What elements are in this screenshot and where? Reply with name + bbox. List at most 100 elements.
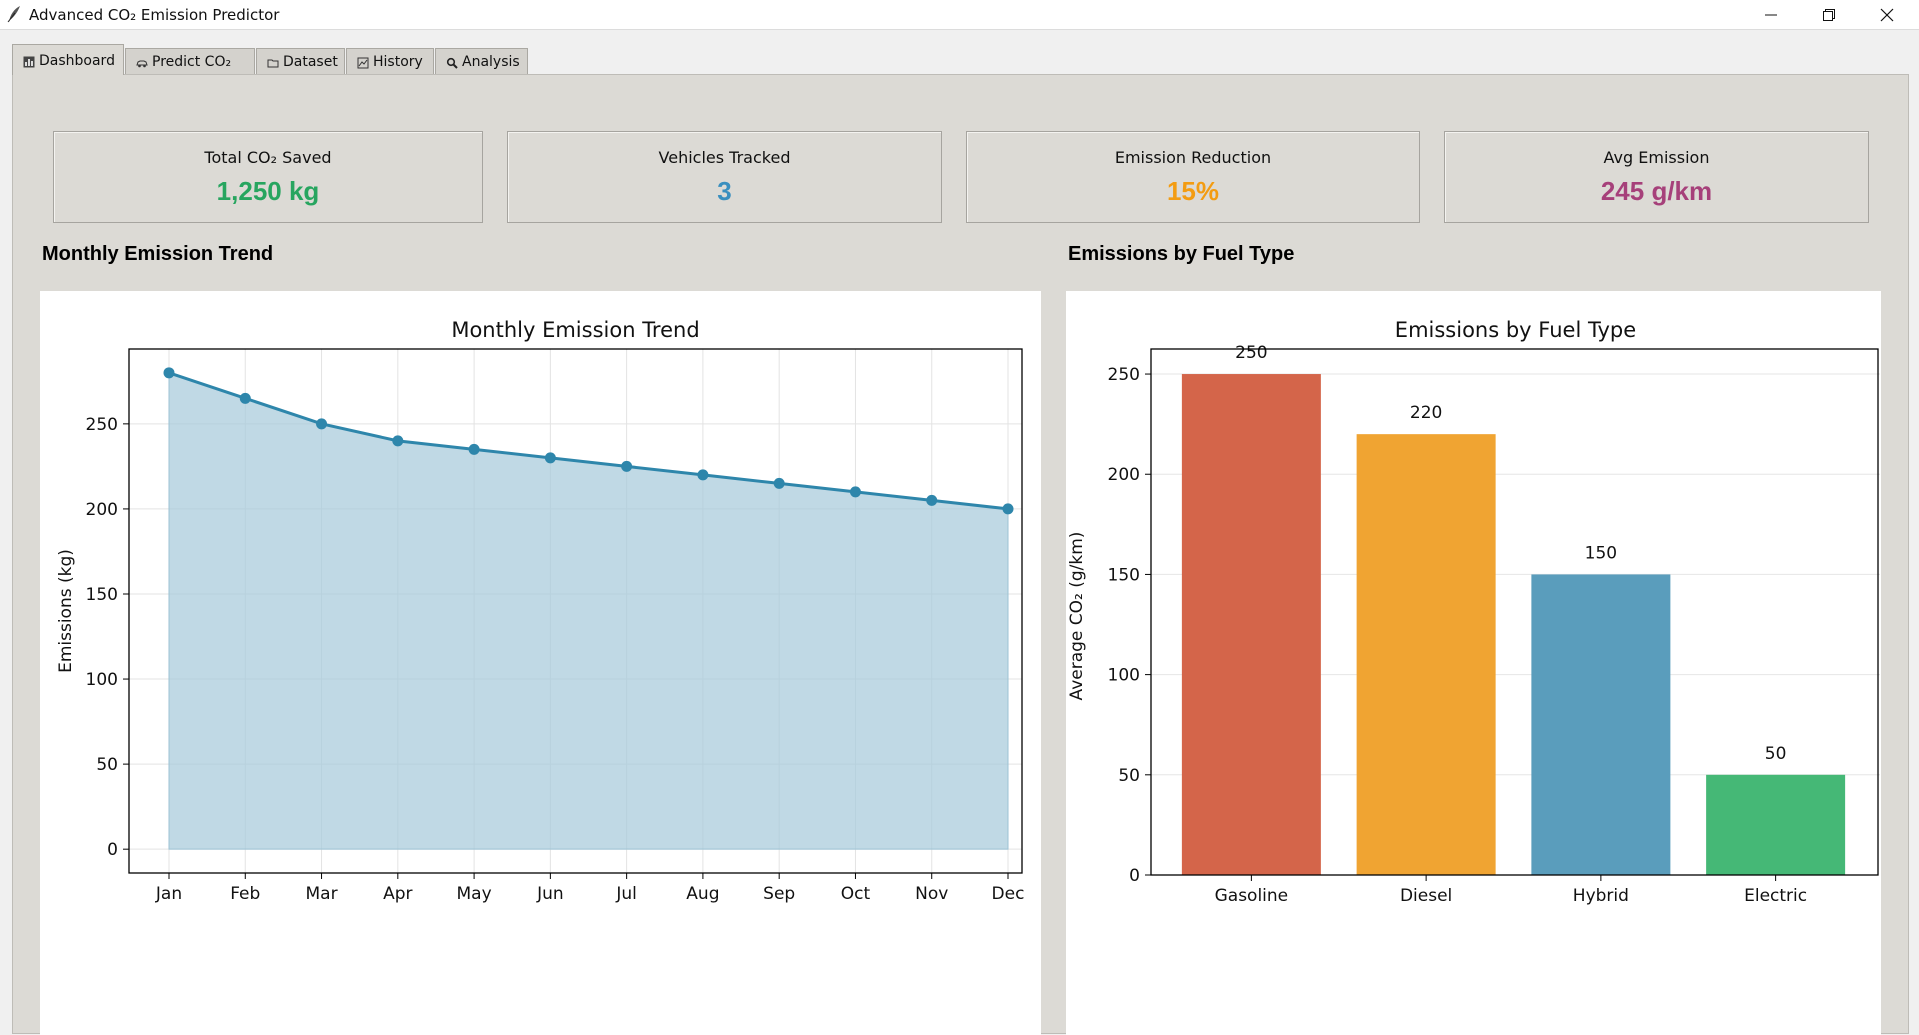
tab-dataset[interactable]: Dataset [256, 48, 345, 74]
kpi-label: Total CO₂ Saved [204, 148, 332, 167]
data-point-mar [316, 418, 328, 430]
tab-dataset-label: Dataset [283, 54, 338, 70]
data-point-nov [926, 494, 938, 506]
bar-diesel [1356, 434, 1496, 875]
y-tick-label: 0 [1129, 866, 1140, 886]
data-label-diesel: 220 [1410, 403, 1442, 423]
close-button[interactable] [1859, 0, 1915, 29]
dashboard-icon [23, 56, 35, 68]
data-point-apr [392, 435, 404, 447]
minimize-button[interactable] [1743, 0, 1799, 29]
title-bar: Advanced CO₂ Emission Predictor [0, 0, 1919, 30]
y-tick-label: 150 [1108, 565, 1140, 585]
kpi-value: 1,250 kg [216, 176, 320, 206]
x-tick-label: Sep [763, 884, 795, 904]
x-tick-label: Electric [1744, 886, 1807, 906]
data-label-gasoline: 250 [1235, 343, 1267, 363]
y-tick-label: 250 [1108, 365, 1140, 385]
x-tick-label: Apr [383, 884, 412, 904]
monthly-emission-trend-chart: Jan Feb Mar Apr May Jun Jul Aug Sep Oct Nov Dec 0 50 1… [56, 318, 1025, 904]
x-tick-label: May [457, 884, 492, 904]
y-tick-label: 0 [107, 840, 118, 860]
tab-analysis-label: Analysis [462, 54, 520, 70]
tab-analysis[interactable]: Analysis [435, 48, 528, 74]
data-point-jun [544, 452, 556, 464]
chart-title: Emissions by Fuel Type [1395, 318, 1636, 342]
x-tick-label: Diesel [1400, 886, 1452, 906]
x-tick-label: Feb [230, 884, 260, 904]
series-area-fill [168, 372, 1009, 850]
y-tick-label: 250 [86, 415, 118, 435]
kpi-label: Avg Emission [1603, 148, 1710, 167]
restore-icon [1823, 9, 1835, 21]
x-tick-label: Jun [536, 884, 564, 904]
x-tick-label: Jul [615, 884, 637, 904]
series-line [168, 371, 1009, 511]
tab-predict-label: Predict CO₂ [152, 54, 232, 70]
car-icon [136, 60, 148, 68]
data-point-aug [697, 469, 709, 481]
y-tick-label: 200 [1108, 465, 1140, 485]
y-tick-label: 50 [1118, 766, 1140, 786]
data-point-oct [849, 486, 861, 498]
data-point-sep [773, 477, 785, 489]
x-tick-label: Hybrid [1573, 886, 1629, 906]
kpi-card-emission-reduction: Emission Reduction 15% [966, 131, 1420, 223]
x-tick-label: Oct [841, 884, 871, 904]
data-label-electric: 50 [1765, 744, 1787, 764]
x-tick-label: Mar [306, 884, 338, 904]
tab-history[interactable]: History [346, 48, 434, 74]
data-point-feb [239, 392, 251, 404]
y-tick-label: 50 [96, 755, 118, 775]
y-axis-label: Average CO₂ (g/km) [1067, 532, 1087, 701]
x-tick-label: Gasoline [1215, 886, 1289, 906]
y-tick-label: 150 [86, 585, 118, 605]
kpi-label: Emission Reduction [1114, 148, 1272, 167]
data-point-may [468, 443, 480, 455]
kpi-card-vehicles-tracked: Vehicles Tracked 3 [507, 131, 942, 223]
plot-frame [128, 348, 1023, 874]
x-tick-label: Jan [155, 884, 182, 904]
bar-gasoline [1181, 374, 1321, 875]
emissions-by-fuel-type-chart: 250 220 150 50 Gasoline Diesel Hybrid Electric 0… [1067, 318, 1880, 906]
tab-history-label: History [373, 54, 423, 70]
kpi-value: 245 g/km [1600, 176, 1713, 206]
kpi-value: 15% [1166, 176, 1220, 206]
fuel-section-title: Emissions by Fuel Type [1068, 243, 1295, 265]
x-tick-label: Aug [686, 884, 719, 904]
trend-section-title: Monthly Emission Trend [42, 243, 274, 265]
history-chart-icon [357, 57, 369, 69]
y-tick-label: 100 [1108, 666, 1140, 686]
kpi-card-avg-emission: Avg Emission 245 g/km [1444, 131, 1869, 223]
plot-frame [1150, 348, 1879, 876]
y-axis-label: Emissions (kg) [56, 549, 76, 673]
bar-electric [1706, 774, 1846, 875]
restore-button[interactable] [1801, 0, 1857, 29]
chart-title: Monthly Emission Trend [451, 318, 699, 342]
trend-chart-container: Jan Feb Mar Apr May Jun Jul Aug Sep Oct Nov Dec 0 50 1… [40, 291, 1041, 1035]
app-client-area: Dashboard Predict CO₂ Dataset History An… [0, 30, 1919, 1035]
y-tick-label: 100 [86, 670, 118, 690]
minimize-icon [1765, 14, 1777, 16]
data-point-dec [1002, 503, 1014, 515]
close-icon [1880, 8, 1894, 22]
y-tick-label: 200 [86, 500, 118, 520]
bar-hybrid [1531, 574, 1671, 875]
fuel-chart-container: 250 220 150 50 Gasoline Diesel Hybrid Electric 0… [1066, 291, 1881, 1035]
folder-icon [267, 59, 279, 68]
data-point-jan [163, 367, 175, 379]
magnifier-icon [446, 57, 458, 69]
data-point-jul [621, 460, 633, 472]
window-title: Advanced CO₂ Emission Predictor [29, 6, 280, 24]
x-tick-label: Dec [992, 884, 1025, 904]
kpi-card-co2-saved: Total CO₂ Saved 1,250 kg [53, 131, 483, 223]
x-tick-label: Nov [915, 884, 948, 904]
dashboard-panel: Total CO₂ Saved 1,250 kg Vehicles Tracke… [12, 74, 1909, 1035]
feather-icon [7, 6, 20, 23]
data-label-hybrid: 150 [1585, 543, 1617, 563]
tab-predict-co2[interactable]: Predict CO₂ [125, 48, 255, 74]
kpi-label: Vehicles Tracked [658, 148, 791, 167]
kpi-value: 3 [717, 176, 732, 206]
tab-dashboard[interactable]: Dashboard [12, 44, 124, 75]
tab-dashboard-label: Dashboard [39, 53, 115, 69]
